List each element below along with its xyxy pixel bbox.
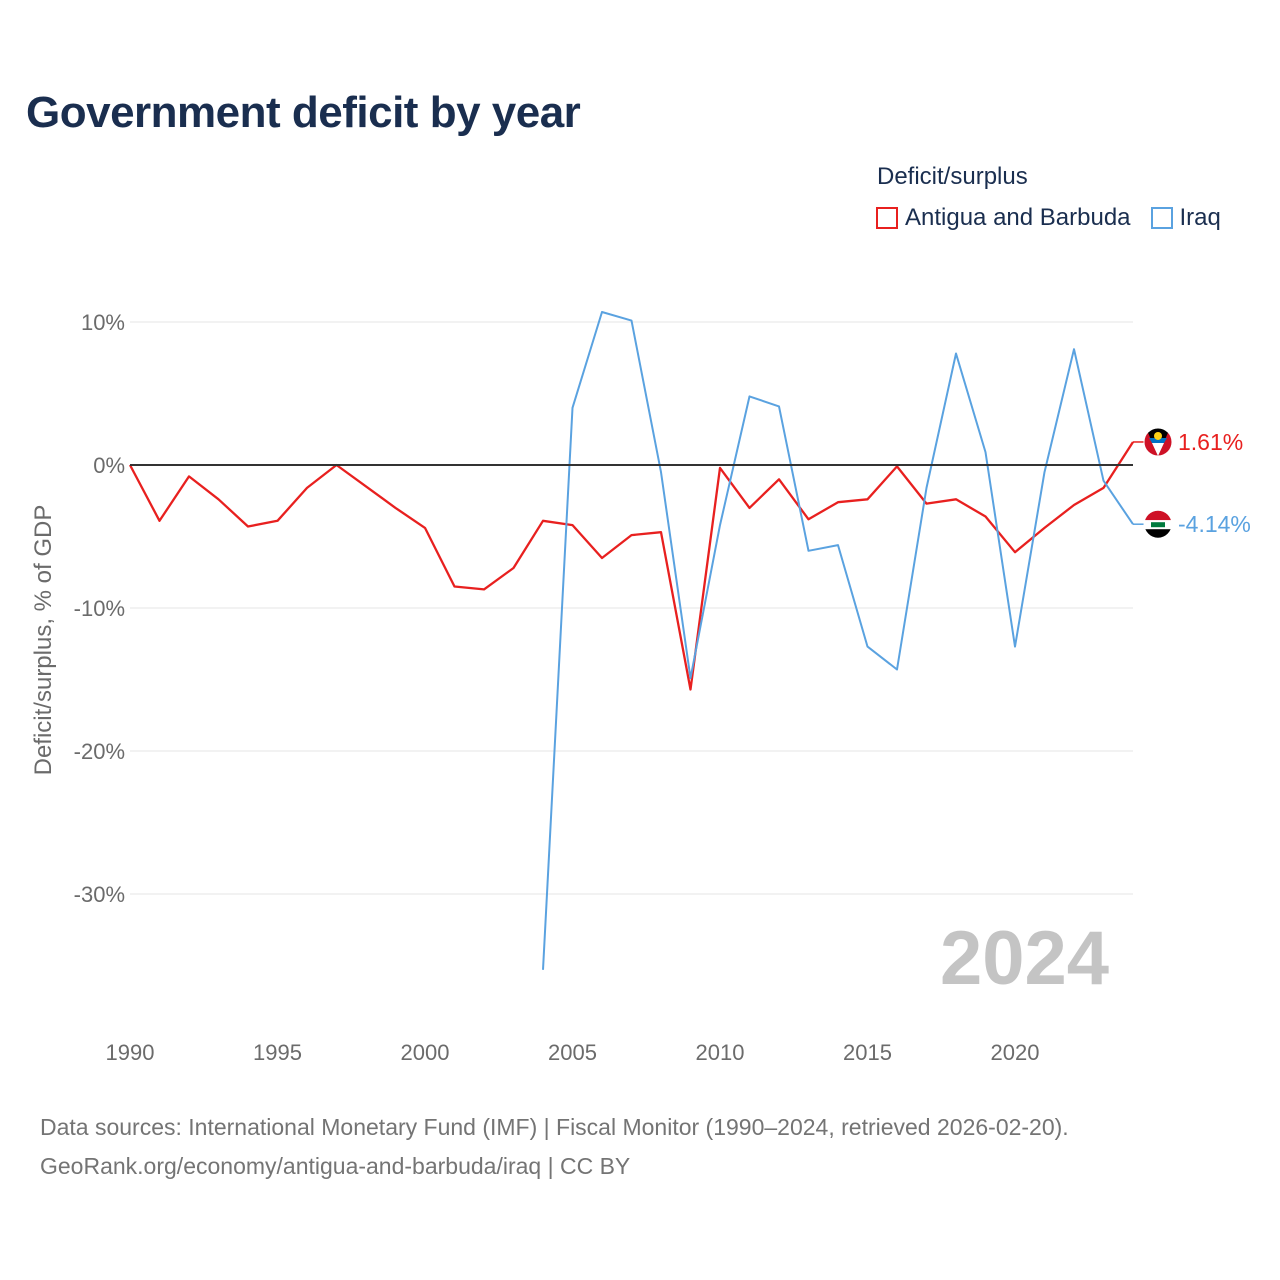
iraq-flag-icon xyxy=(1143,509,1173,539)
source-note: Data sources: International Monetary Fun… xyxy=(40,1108,1069,1186)
end-value-label-iraq: -4.14% xyxy=(1178,511,1251,537)
legend-label-iraq: Iraq xyxy=(1179,204,1221,231)
x-tick-label: 1995 xyxy=(253,1040,302,1065)
y-tick-label: -20% xyxy=(74,739,125,764)
y-tick-label: 0% xyxy=(93,453,125,478)
antigua-and-barbuda-flag-icon xyxy=(1143,427,1173,457)
y-tick-label: 10% xyxy=(81,310,125,335)
series-line-antigua xyxy=(128,441,1134,691)
x-tick-label: 1990 xyxy=(106,1040,155,1065)
series-line-iraq xyxy=(542,311,1134,970)
legend-swatch-iraq xyxy=(1150,207,1173,229)
legend: Antigua and Barbuda Iraq xyxy=(876,204,1221,232)
y-tick-label: -10% xyxy=(74,596,125,621)
x-tick-label: 2015 xyxy=(843,1040,892,1065)
y-tick-label: -30% xyxy=(74,882,125,907)
line-chart: 10% 0% -10% -20% -30% 1990 1995 2000 2005 2010 201… xyxy=(74,310,1251,1065)
x-tick-label: 2000 xyxy=(401,1040,450,1065)
legend-label-antigua: Antigua and Barbuda xyxy=(905,204,1131,231)
legend-title: Deficit/surplus xyxy=(877,163,1028,190)
end-value-label-antigua: 1.61% xyxy=(1178,429,1243,455)
legend-item-antigua[interactable]: Antigua and Barbuda xyxy=(876,204,1131,232)
chart-title: Government deficit by year xyxy=(26,88,581,137)
x-tick-label: 2010 xyxy=(696,1040,745,1065)
year-stamp: 2024 xyxy=(940,916,1110,1001)
legend-swatch-antigua xyxy=(876,207,898,229)
source-line-1: Data sources: International Monetary Fun… xyxy=(40,1114,1069,1140)
x-tick-label: 2020 xyxy=(991,1040,1040,1065)
x-tick-label: 2005 xyxy=(548,1040,597,1065)
legend-item-iraq[interactable]: Iraq xyxy=(1150,204,1221,232)
source-line-2[interactable]: GeoRank.org/economy/antigua-and-barbuda/… xyxy=(40,1153,631,1179)
